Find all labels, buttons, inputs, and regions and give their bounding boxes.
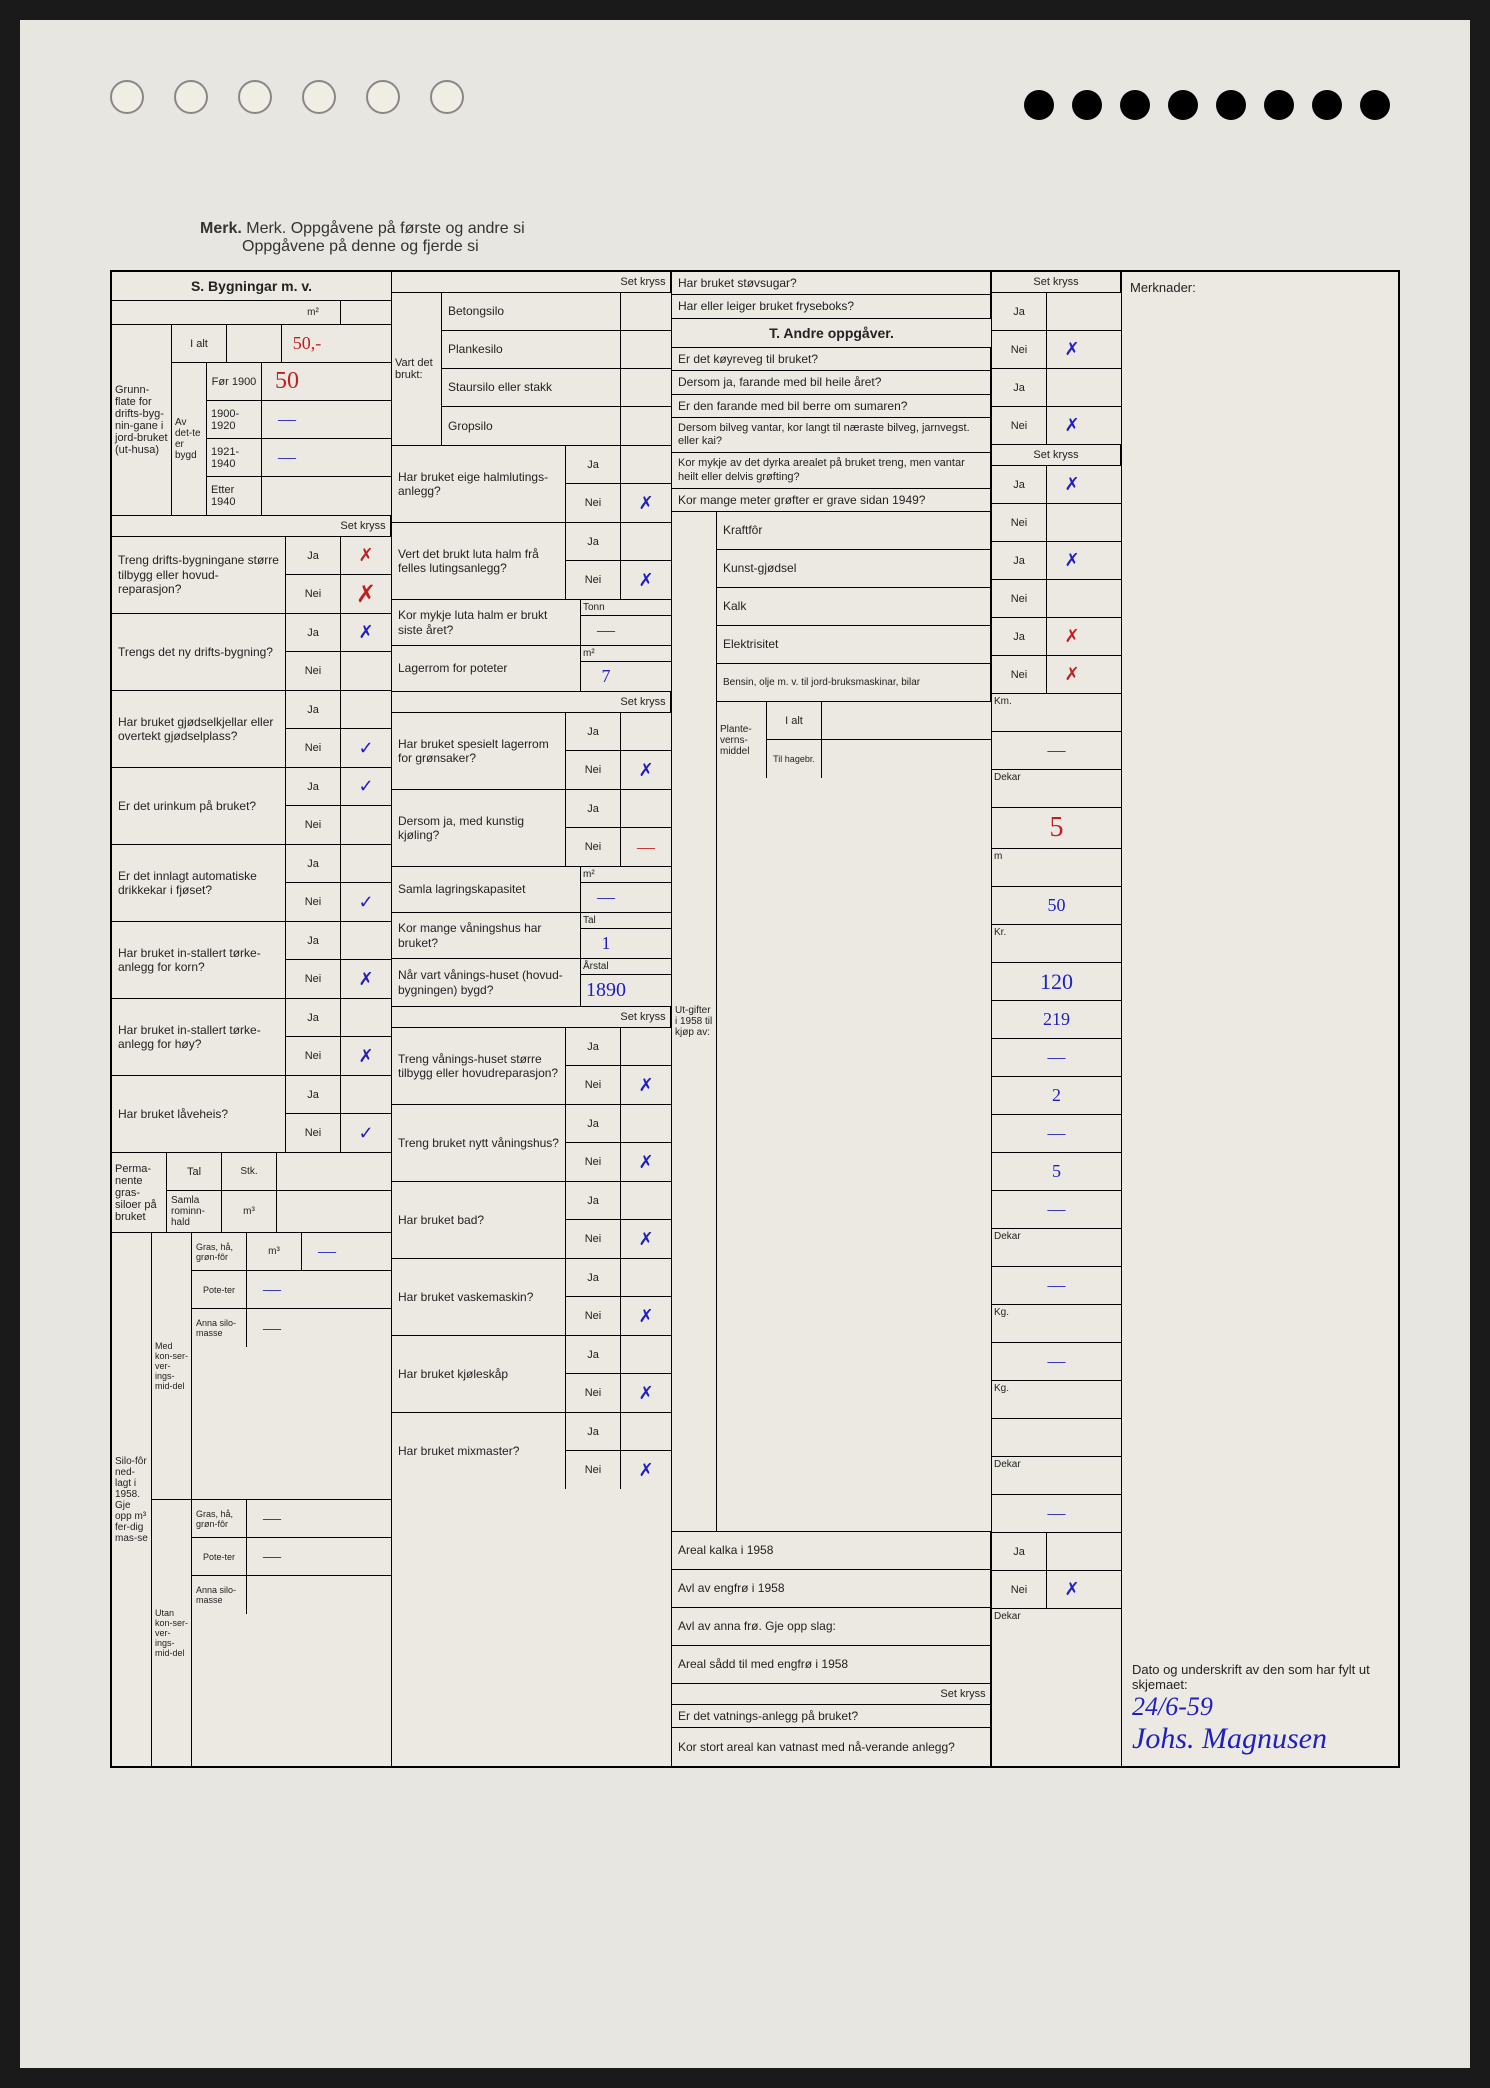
punch-holes-right bbox=[1024, 90, 1390, 120]
unit-m2: m² bbox=[286, 301, 341, 324]
grofter-value: 50 bbox=[992, 887, 1121, 924]
scanned-form-page: Merk. Merk. Oppgåvene på første og andre… bbox=[20, 20, 1470, 2068]
bygd-value: 1890 bbox=[581, 975, 631, 1006]
treng-ja-mark: ✗ bbox=[341, 537, 391, 574]
sumaren-ja: ✗ bbox=[1047, 618, 1097, 655]
stovsugar-nei: ✗ bbox=[1047, 331, 1097, 368]
heile-aret-ja: ✗ bbox=[1047, 542, 1097, 579]
plantevern-value: 5 bbox=[992, 1153, 1121, 1190]
lagerrom-value: 7 bbox=[581, 662, 631, 691]
signature-name: Johs. Magnusen bbox=[1132, 1722, 1388, 1756]
grunnflate-label: Grunn-flate for drifts-byg-nin-gane i jo… bbox=[112, 325, 172, 515]
signature-intro: Dato og underskrift av den som har fylt … bbox=[1132, 1662, 1388, 1692]
ialt-value: 50,- bbox=[282, 325, 332, 362]
column-merknader: Merknader: Dato og underskrift av den so… bbox=[1122, 272, 1398, 1766]
merk-line1: Merk. Oppgåvene på første og andre si bbox=[246, 220, 524, 237]
fryseboks-nei: ✗ bbox=[1047, 407, 1097, 444]
punch-holes-left bbox=[110, 80, 464, 114]
column-s-left: S. Bygningar m. v. m² Grunn-flate for dr… bbox=[112, 272, 392, 1766]
column-4-values: Set kryss Ja Nei✗ Ja Nei✗ Set kryss Ja✗ … bbox=[992, 272, 1122, 1766]
grofting-value: 5 bbox=[992, 808, 1121, 848]
column-2: Set kryss Vart det brukt: Betongsilo Pla… bbox=[392, 272, 672, 1766]
laveheis-nei: ✓ bbox=[341, 1114, 391, 1152]
vaningshus-value: 1 bbox=[581, 929, 631, 958]
vatning-nei: ✗ bbox=[1047, 1571, 1097, 1608]
torke-hoy-nei: ✗ bbox=[341, 1037, 391, 1075]
form-grid: S. Bygningar m. v. m² Grunn-flate for dr… bbox=[110, 270, 1400, 1768]
kunstgjodsel-value: 219 bbox=[992, 1001, 1121, 1038]
drikkekar-nei: ✓ bbox=[341, 883, 391, 921]
signature-date: 24/6-59 bbox=[1132, 1692, 1388, 1722]
elektrisitet-value: 2 bbox=[992, 1077, 1121, 1114]
koyreveg-ja: ✗ bbox=[1047, 466, 1097, 503]
treng-nei-mark: ✗ bbox=[341, 575, 391, 613]
column-3: Har bruket støvsugar? Har eller leiger b… bbox=[672, 272, 992, 1766]
kraftfor-value: 120 bbox=[992, 963, 1121, 1000]
torke-korn-nei: ✗ bbox=[341, 960, 391, 998]
urinkum-ja: ✓ bbox=[341, 768, 391, 805]
merk-line2: Oppgåvene på denne og fjerde si bbox=[242, 238, 525, 256]
for1900-value: 50 bbox=[262, 363, 312, 400]
sumaren-nei: ✗ bbox=[1047, 656, 1097, 693]
merk-note: Merk. Merk. Oppgåvene på første og andre… bbox=[200, 220, 525, 256]
merknader-label: Merknader: bbox=[1122, 272, 1398, 303]
section-s-header: S. Bygningar m. v. bbox=[112, 272, 391, 301]
gjodsel-nei: ✓ bbox=[341, 729, 391, 767]
trengs-ny-ja: ✗ bbox=[341, 614, 391, 651]
section-t-header: T. Andre oppgåver. bbox=[672, 319, 991, 348]
